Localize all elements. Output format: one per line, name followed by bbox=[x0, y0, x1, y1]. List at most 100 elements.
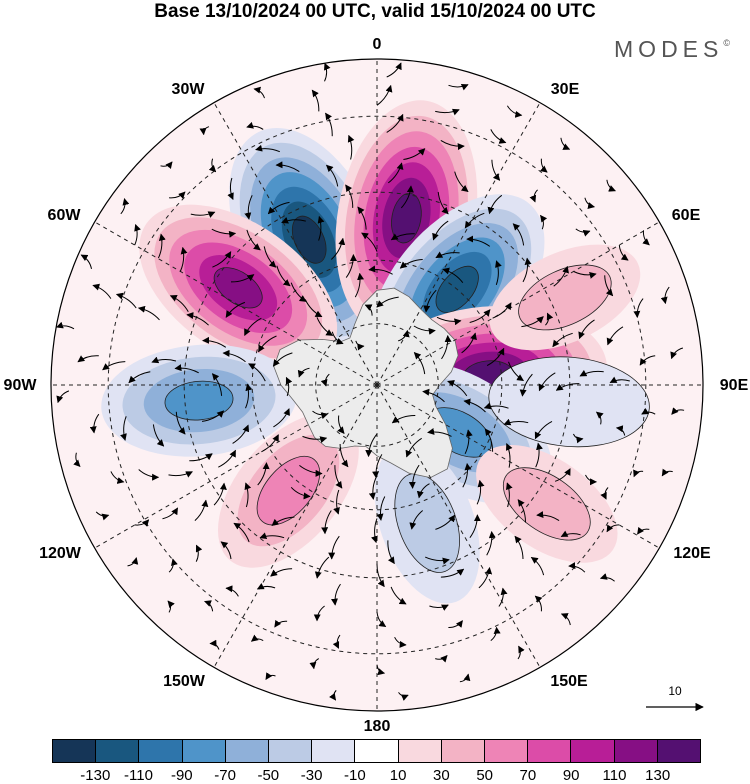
wind-vector bbox=[325, 164, 339, 187]
wind-vector bbox=[169, 191, 186, 199]
map-border bbox=[50, 58, 704, 712]
landmasses bbox=[273, 287, 459, 479]
wind-vector bbox=[447, 380, 468, 397]
wind-vector bbox=[331, 583, 341, 606]
wind-vector bbox=[134, 223, 141, 246]
colorbar-swatch bbox=[312, 740, 356, 762]
wind-vector bbox=[248, 363, 266, 382]
wind-vector bbox=[435, 654, 448, 663]
wind-vector bbox=[435, 514, 456, 530]
wind-vector bbox=[398, 329, 410, 342]
wind-vector bbox=[325, 112, 333, 137]
latitude-circle bbox=[315, 323, 439, 447]
wind-vector bbox=[535, 442, 543, 468]
wind-vector bbox=[429, 604, 449, 611]
wind-vector bbox=[403, 148, 426, 160]
wind-vector bbox=[492, 302, 512, 319]
wind-vector bbox=[162, 507, 179, 520]
wind-vector bbox=[495, 260, 502, 286]
wind-vector bbox=[641, 407, 656, 415]
wind-vector bbox=[92, 283, 112, 299]
wind-vector bbox=[606, 524, 620, 533]
reference-vector-label: 10 bbox=[668, 684, 682, 698]
wind-vector bbox=[604, 275, 614, 297]
colorbar-swatch bbox=[485, 740, 529, 762]
wind-vector bbox=[490, 129, 507, 144]
wind-vector bbox=[189, 453, 213, 462]
wind-vector bbox=[225, 585, 239, 597]
wind-vector bbox=[637, 526, 650, 535]
wind-vector bbox=[539, 158, 548, 173]
wind-vector bbox=[56, 321, 75, 330]
wind-vector bbox=[409, 510, 424, 530]
wind-vector bbox=[222, 349, 246, 363]
colorbar-tick-label: 10 bbox=[389, 767, 407, 784]
wind-vector bbox=[244, 482, 252, 508]
wind-vector bbox=[174, 364, 199, 374]
wind-vector bbox=[552, 332, 573, 348]
wind-vector bbox=[423, 289, 437, 313]
brand-mark: © bbox=[723, 38, 730, 48]
wind-vector bbox=[469, 309, 491, 323]
wind-vector bbox=[212, 251, 232, 268]
antarctica bbox=[273, 287, 459, 479]
wind-vector bbox=[227, 177, 234, 201]
wind-vector bbox=[128, 371, 151, 384]
wind-vector bbox=[137, 305, 160, 321]
wind-vector bbox=[355, 340, 365, 351]
wind-vector bbox=[120, 198, 130, 215]
colorbar-tick-label: -90 bbox=[170, 767, 193, 784]
wind-vector bbox=[427, 428, 452, 437]
colorbar-swatch bbox=[528, 740, 572, 762]
wind-vector bbox=[275, 161, 300, 173]
colorbar-swatch bbox=[53, 740, 97, 762]
wind-vector bbox=[517, 499, 527, 523]
wind-vector bbox=[253, 86, 265, 99]
wind-vector bbox=[575, 228, 591, 237]
wind-vector bbox=[160, 161, 173, 170]
wind-vector bbox=[190, 211, 216, 218]
wind-vector bbox=[77, 355, 99, 363]
wind-vector bbox=[204, 600, 214, 612]
meridian-line bbox=[376, 221, 660, 386]
wind-vector bbox=[271, 516, 295, 526]
wind-vector bbox=[138, 469, 160, 481]
meridian-line bbox=[376, 384, 660, 549]
colorbar-tick-label: -10 bbox=[344, 767, 366, 784]
wind-vector bbox=[299, 465, 323, 477]
wind-vector bbox=[534, 420, 553, 440]
wind-vector bbox=[530, 556, 545, 576]
wind-vector bbox=[606, 179, 616, 192]
wind-vector bbox=[633, 469, 644, 478]
longitude-label-60w: 60W bbox=[47, 207, 81, 224]
wind-vector bbox=[347, 134, 355, 160]
wind-vector bbox=[102, 361, 126, 371]
longitude-label-120w: 120W bbox=[39, 545, 81, 562]
wind-vector bbox=[522, 257, 532, 283]
wind-vector bbox=[599, 573, 615, 582]
wind-vector bbox=[270, 568, 293, 577]
wind-vector bbox=[436, 316, 462, 326]
anomaly-positive bbox=[217, 413, 359, 568]
longitude-label-30e: 30E bbox=[550, 81, 580, 98]
wind-vector bbox=[345, 184, 354, 208]
wind-vector bbox=[534, 595, 543, 612]
wind-vector bbox=[454, 171, 469, 193]
brand-logo: MODES© bbox=[614, 36, 730, 63]
wind-vector bbox=[230, 274, 255, 283]
wind-vector bbox=[615, 425, 626, 436]
wind-vector bbox=[408, 464, 420, 489]
colorbar bbox=[52, 739, 701, 763]
wind-vector bbox=[517, 645, 525, 660]
wind-vectors bbox=[56, 62, 685, 701]
wind-vector bbox=[386, 113, 404, 133]
wind-vector bbox=[560, 613, 571, 626]
wind-vector bbox=[545, 312, 554, 326]
wind-vector bbox=[168, 558, 178, 573]
wind-vector bbox=[368, 475, 378, 500]
meridian-line bbox=[213, 384, 378, 668]
wind-vector bbox=[487, 194, 503, 215]
latitude-circle bbox=[107, 115, 647, 655]
wind-vector bbox=[376, 296, 399, 308]
wind-vector bbox=[483, 402, 509, 410]
